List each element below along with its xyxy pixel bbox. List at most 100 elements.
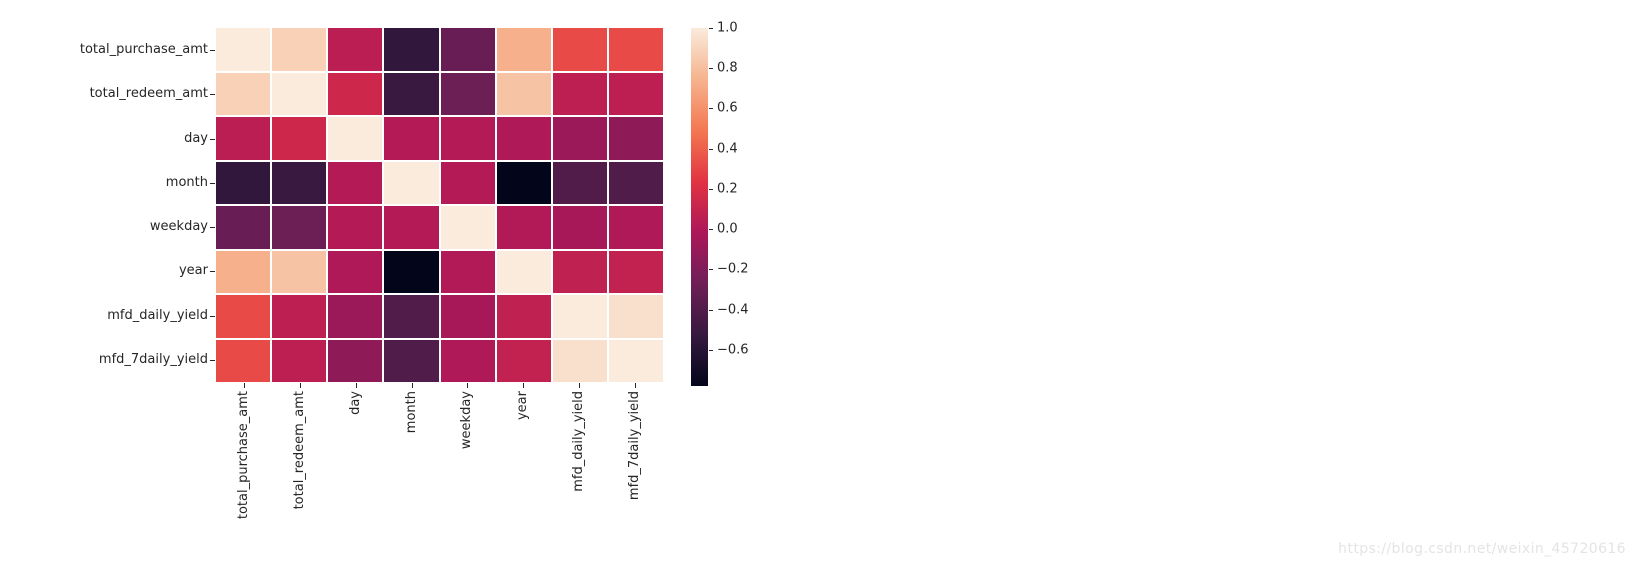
x-tick-label: total_purchase_amt: [235, 391, 251, 520]
colorbar-tick-label: −0.6: [717, 342, 749, 358]
y-tick-label: month: [165, 174, 208, 190]
heatmap-cell: [216, 206, 271, 249]
colorbar-tick-mark: [709, 188, 713, 190]
heatmap-cell: [216, 250, 271, 293]
heatmap-cell: [384, 339, 439, 382]
heatmap-cell: [440, 161, 495, 204]
colorbar-tick-label: −0.2: [717, 261, 749, 277]
y-tick-label: total_redeem_amt: [89, 86, 208, 102]
heatmap-cell: [328, 117, 383, 160]
heatmap-cell: [328, 72, 383, 115]
heatmap-cell: [552, 117, 607, 160]
heatmap-cell: [552, 161, 607, 204]
heatmap-cell: [216, 295, 271, 338]
heatmap-cell: [608, 161, 663, 204]
heatmap-cell: [328, 161, 383, 204]
x-tick-mark: [523, 383, 525, 388]
heatmap-cell: [496, 161, 551, 204]
heatmap-cell: [272, 295, 327, 338]
colorbar-tick-label: −0.4: [717, 302, 749, 318]
y-tick-label: day: [184, 130, 208, 146]
heatmap-cell: [440, 117, 495, 160]
x-tick-label: day: [347, 391, 363, 415]
heatmap-cell: [328, 339, 383, 382]
x-tick-label: mfd_7daily_yield: [627, 391, 643, 501]
y-tick-mark: [210, 227, 215, 229]
colorbar-tick-mark: [709, 68, 713, 70]
heatmap-cell: [552, 250, 607, 293]
heatmap-cell: [608, 295, 663, 338]
heatmap-cell: [384, 28, 439, 71]
y-tick-mark: [210, 359, 215, 361]
heatmap-cell: [552, 295, 607, 338]
heatmap-cell: [608, 250, 663, 293]
heatmap-cell: [496, 28, 551, 71]
y-tick-label: weekday: [149, 219, 208, 235]
heatmap-cell: [440, 339, 495, 382]
y-tick-label: mfd_7daily_yield: [98, 351, 208, 367]
heatmap-cell: [272, 206, 327, 249]
y-tick-mark: [210, 138, 215, 140]
colorbar-tick-label: 0.8: [717, 60, 738, 76]
y-tick-mark: [210, 182, 215, 184]
heatmap-cell: [552, 28, 607, 71]
colorbar-tick-mark: [709, 309, 713, 311]
y-tick-mark: [210, 315, 215, 317]
colorbar-tick-label: 0.2: [717, 181, 738, 197]
x-tick-label: year: [515, 391, 531, 421]
y-tick-mark: [210, 271, 215, 273]
heatmap-cell: [440, 206, 495, 249]
heatmap-cell: [496, 295, 551, 338]
heatmap-cell: [608, 72, 663, 115]
colorbar-tick-label: 0.4: [717, 141, 738, 157]
heatmap-cell: [328, 206, 383, 249]
heatmap-cell: [608, 206, 663, 249]
x-tick-mark: [299, 383, 301, 388]
heatmap-cell: [496, 117, 551, 160]
x-tick-mark: [579, 383, 581, 388]
heatmap-cell: [384, 206, 439, 249]
heatmap-cell: [272, 161, 327, 204]
heatmap-cell: [328, 250, 383, 293]
x-tick-label: weekday: [459, 391, 475, 450]
x-tick-mark: [411, 383, 413, 388]
y-tick-mark: [210, 50, 215, 52]
x-tick-label: month: [403, 391, 419, 434]
heatmap-cell: [216, 72, 271, 115]
heatmap-cell: [496, 72, 551, 115]
heatmap-cell: [272, 250, 327, 293]
heatmap-cell: [440, 295, 495, 338]
heatmap-cell: [384, 161, 439, 204]
colorbar-tick-label: 1.0: [717, 20, 738, 36]
x-tick-label: total_redeem_amt: [291, 391, 307, 510]
heatmap-cell: [608, 117, 663, 160]
colorbar-tick-label: 0.6: [717, 100, 738, 116]
colorbar-tick-mark: [709, 229, 713, 231]
heatmap-cell: [272, 28, 327, 71]
colorbar-tick-mark: [709, 349, 713, 351]
heatmap-cell: [608, 339, 663, 382]
correlation-heatmap-grid: [216, 28, 663, 382]
heatmap-cell: [552, 206, 607, 249]
colorbar-gradient: [691, 28, 708, 386]
heatmap-cell: [608, 28, 663, 71]
heatmap-cell: [216, 161, 271, 204]
y-tick-mark: [210, 94, 215, 96]
y-tick-label: mfd_daily_yield: [107, 307, 208, 323]
x-tick-label: mfd_daily_yield: [571, 391, 587, 492]
x-tick-mark: [355, 383, 357, 388]
colorbar-tick-mark: [709, 108, 713, 110]
y-tick-label: total_purchase_amt: [79, 42, 208, 58]
heatmap-cell: [384, 295, 439, 338]
heatmap-cell: [384, 72, 439, 115]
x-tick-mark: [243, 383, 245, 388]
heatmap-cell: [496, 206, 551, 249]
heatmap-cell: [552, 72, 607, 115]
heatmap-cell: [272, 72, 327, 115]
heatmap-cell: [384, 250, 439, 293]
heatmap-cell: [328, 295, 383, 338]
heatmap-cell: [216, 339, 271, 382]
watermark-text: https://blog.csdn.net/weixin_45720616: [1338, 541, 1626, 557]
heatmap-cell: [384, 117, 439, 160]
